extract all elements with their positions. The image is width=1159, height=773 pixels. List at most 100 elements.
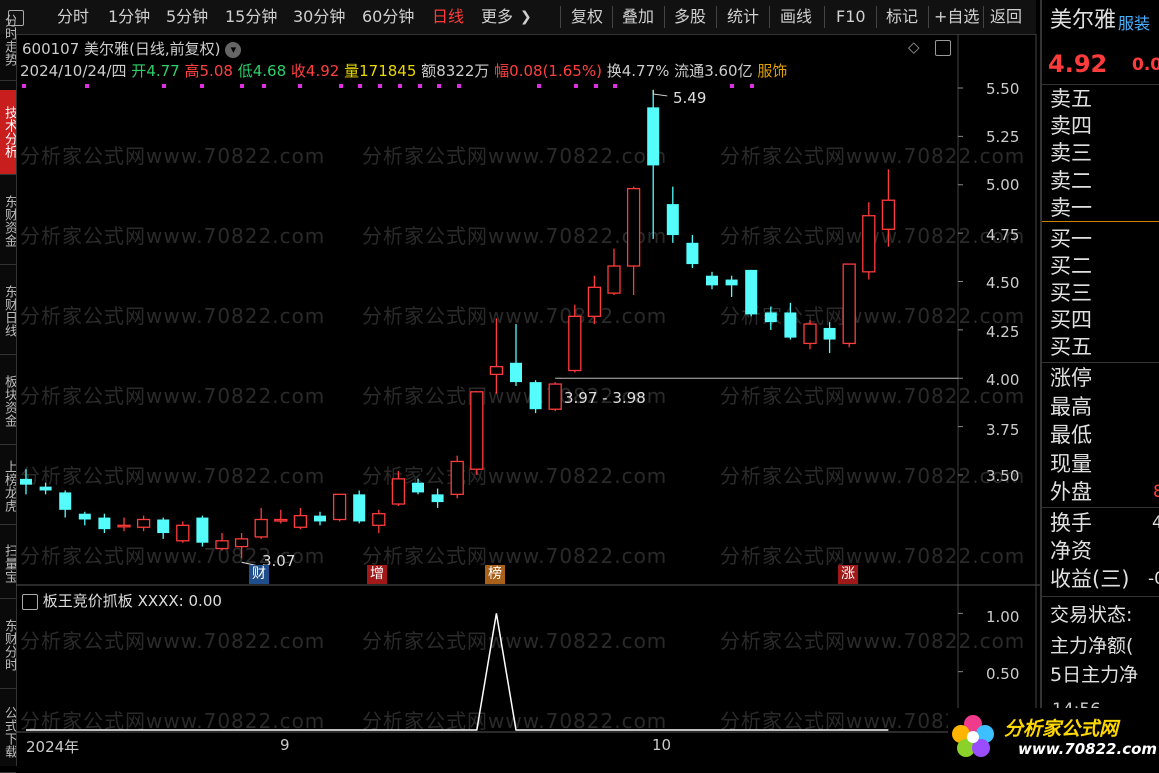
candle-body (136, 518, 151, 528)
candle-body (176, 524, 190, 542)
watermark: 分析家公式网www.70822.com (20, 144, 326, 168)
quote-date: 2024/10/24/四 (20, 62, 127, 80)
back-button[interactable]: 返回 (990, 7, 1023, 26)
tab-1min[interactable]: 1分钟 (108, 7, 151, 26)
signal-dot (437, 84, 441, 88)
high-marker (652, 89, 668, 97)
tool-draw-button[interactable]: 画线 (780, 7, 813, 26)
event-tag-finance[interactable]: 财 (249, 565, 269, 584)
candle-body (314, 515, 326, 522)
signal-dot (262, 84, 266, 88)
candle-body (529, 382, 542, 410)
indicator-y-tick: 1.00 (986, 608, 1020, 626)
candle-body (745, 269, 758, 315)
tool-multi-button[interactable]: 多股 (674, 7, 707, 26)
event-tag-increase[interactable]: 增 (367, 565, 387, 584)
indicator-plot (26, 613, 889, 731)
buy-4: 买四 (1050, 308, 1092, 332)
x-tick-label: 10 (652, 736, 672, 754)
candle-body (607, 265, 621, 294)
signal-dot (200, 84, 204, 88)
signal-dot (457, 84, 461, 88)
left-tab-sector[interactable]: 板块资金 (0, 358, 16, 445)
left-tab-funds[interactable]: 东财资金 (0, 178, 16, 265)
candle-body (568, 315, 582, 372)
y-tick-label: 4.75 (986, 226, 1020, 244)
watermark: 分析家公式网www.70822.com (720, 144, 1026, 168)
logo-url: www.70822.com (1018, 740, 1158, 758)
float-label: 流通 (674, 62, 705, 80)
candlestick-chart[interactable] (0, 0, 1040, 766)
indicator-title: 板王竞价抓板 XXXX: 0.00 (22, 590, 222, 611)
candle-body (450, 460, 464, 495)
tool-mark-button[interactable]: 标记 (886, 7, 919, 26)
tab-more[interactable]: 更多 (481, 7, 514, 26)
watermark: 分析家公式网www.70822.com (362, 144, 668, 168)
close-label: 收 (290, 62, 306, 80)
watermark: 分析家公式网www.70822.com (20, 629, 326, 653)
window-icon[interactable] (8, 10, 24, 26)
candle-body (626, 187, 641, 267)
stat-outer: 外盘 (1050, 480, 1092, 504)
signal-dot (730, 84, 734, 88)
candle-body (78, 513, 91, 520)
watermark: 分析家公式网www.70822.com (720, 464, 1026, 488)
left-tab-fenshi[interactable]: 分时走势 (0, 0, 16, 81)
candle-body (706, 275, 718, 286)
signal-dot (398, 84, 402, 88)
tool-overlay-button[interactable]: 叠加 (622, 7, 655, 26)
volume-label: 量 (344, 62, 360, 80)
left-tab-dragon[interactable]: 上榜龙虎 (0, 448, 16, 525)
chevron-right-icon[interactable]: ❯ (520, 9, 532, 25)
tool-stats-button[interactable]: 统计 (727, 7, 760, 26)
candle-body (510, 362, 522, 383)
quote-line: 2024/10/24/四 开4.77 高5.08 低4.68 收4.92 量17… (20, 60, 787, 81)
panel-stock-name: 美尔雅 (1050, 8, 1117, 33)
watermark: 分析家公式网www.70822.com (20, 464, 326, 488)
logo-text: 分析家公式网 (1004, 718, 1119, 740)
tool-f10-button[interactable]: F10 (836, 7, 866, 26)
left-tab-scan[interactable]: 扫量宝 (0, 528, 16, 599)
left-tab-tech[interactable]: 技术分析 (0, 90, 16, 175)
window-icon[interactable] (935, 40, 951, 56)
candle-body (293, 514, 308, 528)
signal-dot (378, 84, 382, 88)
high-annotation: 5.49 (673, 89, 707, 107)
low-label: 低 (237, 62, 253, 80)
tab-15min[interactable]: 15分钟 (225, 7, 278, 26)
watermark: 分析家公式网www.70822.com (20, 544, 326, 568)
panel-sector: 服装 (1118, 14, 1151, 33)
candle-body (803, 323, 817, 345)
watermark: 分析家公式网www.70822.com (20, 709, 326, 733)
tab-5min[interactable]: 5分钟 (166, 7, 209, 26)
event-tag-limit-up[interactable]: 涨 (838, 565, 858, 584)
stat-net-asset: 净资 (1050, 539, 1092, 563)
stat-limit-up: 涨停 (1050, 366, 1092, 390)
high-value: 5.08 (199, 62, 233, 80)
left-tab-daily[interactable]: 东财日线 (0, 268, 16, 355)
signal-dot (298, 84, 302, 88)
signal-dot (240, 84, 244, 88)
y-tick-label: 3.50 (986, 467, 1020, 485)
left-tab-minute[interactable]: 东财分时 (0, 602, 16, 689)
tab-daily[interactable]: 日线 (432, 7, 465, 26)
add-watchlist-button[interactable]: +自选 (934, 7, 980, 26)
signal-dots (22, 84, 754, 88)
watermark: 分析家公式网www.70822.com (720, 544, 1026, 568)
candle-body (881, 199, 896, 230)
diamond-icon[interactable]: ◇ (908, 38, 920, 56)
range-annotation: 3.97 - 3.98 (564, 389, 646, 407)
high-label: 高 (184, 62, 200, 80)
chevron-down-icon[interactable]: ▾ (225, 41, 242, 58)
tab-60min[interactable]: 60分钟 (362, 7, 415, 26)
event-tag-list[interactable]: 榜 (485, 565, 505, 584)
window-icon[interactable] (22, 593, 38, 610)
candle-body (587, 286, 602, 317)
tab-fenshi[interactable]: 分时 (57, 7, 90, 26)
tab-30min[interactable]: 30分钟 (293, 7, 346, 26)
close-value: 4.92 (305, 62, 340, 80)
buy-3: 买三 (1050, 281, 1092, 305)
tool-fuquan-button[interactable]: 复权 (571, 7, 604, 26)
change-value: 0.08(1.65%) (509, 62, 602, 80)
candle-body (234, 538, 249, 548)
